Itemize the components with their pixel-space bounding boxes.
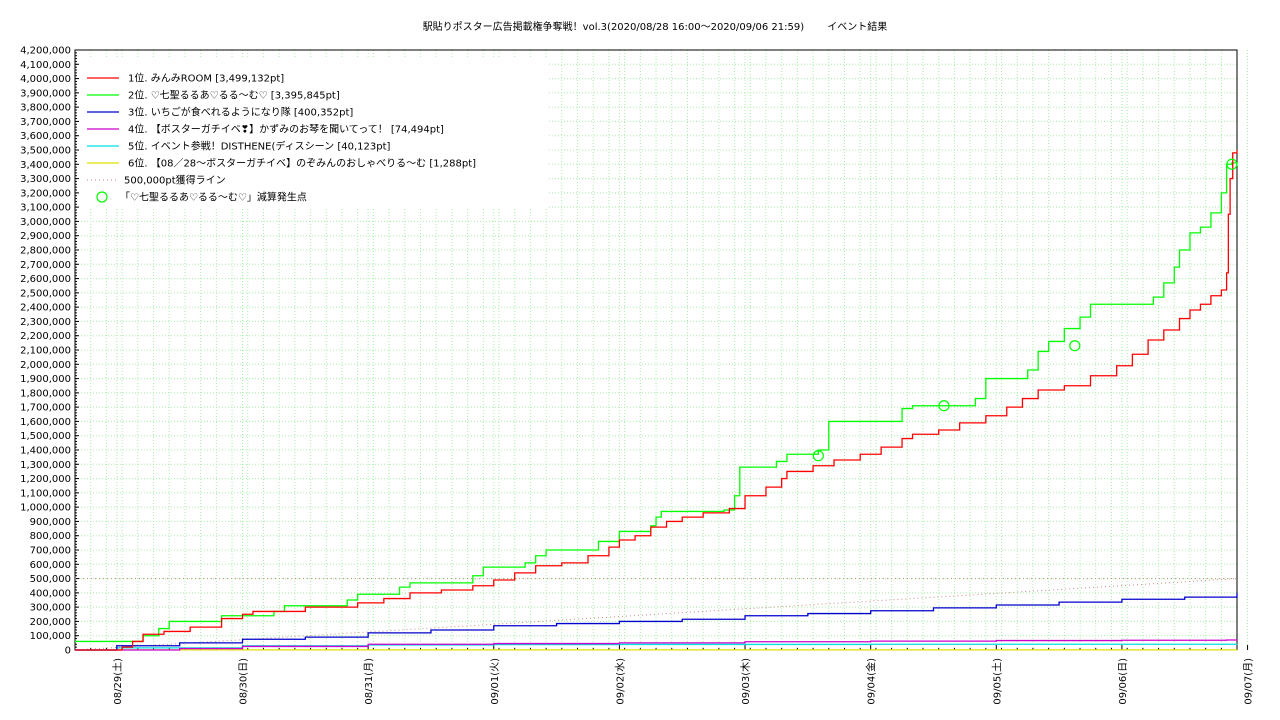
- plot-area: [74, 150, 1238, 651]
- series-line-4: [75, 639, 1238, 651]
- legend-label-3: 3位. いちごが食べれるようになり隊 [400,352pt]: [128, 106, 353, 119]
- series-line-2: [75, 162, 1238, 643]
- y-tick-label: 1,600,000: [20, 417, 71, 428]
- grid: [74, 49, 1249, 651]
- y-tick-label: 600,000: [30, 560, 71, 571]
- y-tick-label: 0: [65, 646, 71, 657]
- y-tick-label: 800,000: [30, 531, 71, 542]
- y-tick-label: 3,500,000: [20, 146, 71, 157]
- x-tick-label: 09/05(土): [990, 658, 1003, 705]
- y-tick-label: 4,200,000: [20, 46, 71, 57]
- x-tick-label: 08/30(日): [239, 658, 250, 705]
- y-tick-label: 2,700,000: [20, 260, 71, 271]
- y-tick-label: 1,900,000: [20, 374, 71, 385]
- y-axis-ticks: 0 100,000 200,000 300,000 400,000 500,000 600,…: [20, 46, 79, 657]
- x-tick-label: 08/29(土): [111, 658, 124, 705]
- y-tick-label: 700,000: [30, 546, 71, 557]
- y-tick-label: 3,400,000: [20, 160, 71, 171]
- x-tick-label: 09/04(金): [865, 658, 878, 705]
- y-tick-label: 1,800,000: [20, 388, 71, 399]
- y-tick-label: 2,500,000: [20, 288, 71, 299]
- y-tick-label: 2,900,000: [20, 231, 71, 242]
- y-tick-label: 1,200,000: [20, 474, 71, 485]
- y-tick-label: 3,300,000: [20, 174, 71, 185]
- y-tick-label: 3,200,000: [20, 188, 71, 199]
- y-tick-label: 2,000,000: [20, 360, 71, 371]
- y-tick-label: 3,800,000: [20, 103, 71, 114]
- y-tick-label: 3,900,000: [20, 88, 71, 99]
- series-line-1: [75, 150, 1238, 651]
- reduction-marker: [812, 450, 824, 462]
- x-axis-ticks: 08/29(土) 08/30(日) 08/31(月) 09/01(火) 09/02(水)…: [74, 645, 1255, 705]
- x-tick-label: 09/03(木): [740, 658, 752, 705]
- y-tick-label: 2,600,000: [20, 274, 71, 285]
- y-tick-label: 2,300,000: [20, 317, 71, 328]
- legend-label-2: 2位. ♡七聖るるあ♡るる〜む♡ [3,395,845pt]: [128, 89, 340, 102]
- x-tick-label: 09/07(月): [1243, 658, 1255, 705]
- y-tick-label: 3,100,000: [20, 203, 71, 214]
- y-tick-label: 1,700,000: [20, 403, 71, 414]
- legend-label-reference: 500,000pt獲得ライン: [124, 174, 226, 187]
- y-tick-label: 900,000: [30, 517, 71, 528]
- reduction-marker: [1226, 158, 1238, 170]
- reduction-marker: [938, 400, 950, 412]
- y-tick-label: 3,700,000: [20, 117, 71, 128]
- reduction-marker: [1069, 340, 1081, 352]
- x-tick-label: 09/06(日): [1118, 658, 1129, 705]
- legend-background: [80, 58, 548, 208]
- legend: 1位. みんみROOM [3,499,132pt] 2位. ♡七聖るるあ♡るる〜む…: [80, 58, 548, 208]
- series-line-3: [75, 592, 1238, 651]
- y-tick-label: 1,000,000: [20, 503, 71, 514]
- y-tick-label: 4,000,000: [20, 74, 71, 85]
- y-tick-label: 1,300,000: [20, 460, 71, 471]
- legend-label-1: 1位. みんみROOM [3,499,132pt]: [128, 72, 284, 85]
- y-tick-label: 3,600,000: [20, 131, 71, 142]
- y-tick-label: 2,400,000: [20, 303, 71, 314]
- legend-label-5: 5位. イベント参戦！DISTHENE(ディスシーン [40,123pt]: [128, 140, 391, 153]
- y-tick-label: 2,200,000: [20, 331, 71, 342]
- y-tick-label: 1,400,000: [20, 446, 71, 457]
- legend-swatch-marker: [96, 191, 108, 203]
- y-tick-label: 3,000,000: [20, 217, 71, 228]
- legend-label-marker: 「♡七聖るるあ♡るる〜む♡」減算発生点: [120, 191, 307, 204]
- y-tick-label: 400,000: [30, 588, 71, 599]
- y-tick-label: 2,100,000: [20, 346, 71, 357]
- x-tick-label: 09/01(火): [489, 658, 501, 705]
- y-tick-label: 300,000: [30, 603, 71, 614]
- chart-title: 駅貼りポスター広告掲載権争奪戦！vol.3(2020/08/28 16:00〜2…: [423, 20, 888, 33]
- legend-label-4: 4位. 【ボスターガチイベ❣】かずみのお琴を聞いてって！ [74,494pt]: [128, 123, 444, 136]
- legend-label-6: 6位. 【08／28〜ボスターガチイベ】のぞみんのおしゃべりる〜む [1,288…: [128, 157, 476, 170]
- y-tick-label: 1,100,000: [20, 488, 71, 499]
- y-tick-label: 100,000: [30, 631, 71, 642]
- x-tick-label: 09/02(水): [614, 658, 626, 705]
- y-tick-label: 1,500,000: [20, 431, 71, 442]
- y-tick-label: 500,000: [30, 574, 71, 585]
- x-tick-label: 08/31(月): [363, 658, 375, 705]
- series-line-5: [75, 643, 1238, 651]
- y-tick-label: 4,100,000: [20, 60, 71, 71]
- y-tick-label: 200,000: [30, 617, 71, 628]
- y-tick-label: 2,800,000: [20, 246, 71, 257]
